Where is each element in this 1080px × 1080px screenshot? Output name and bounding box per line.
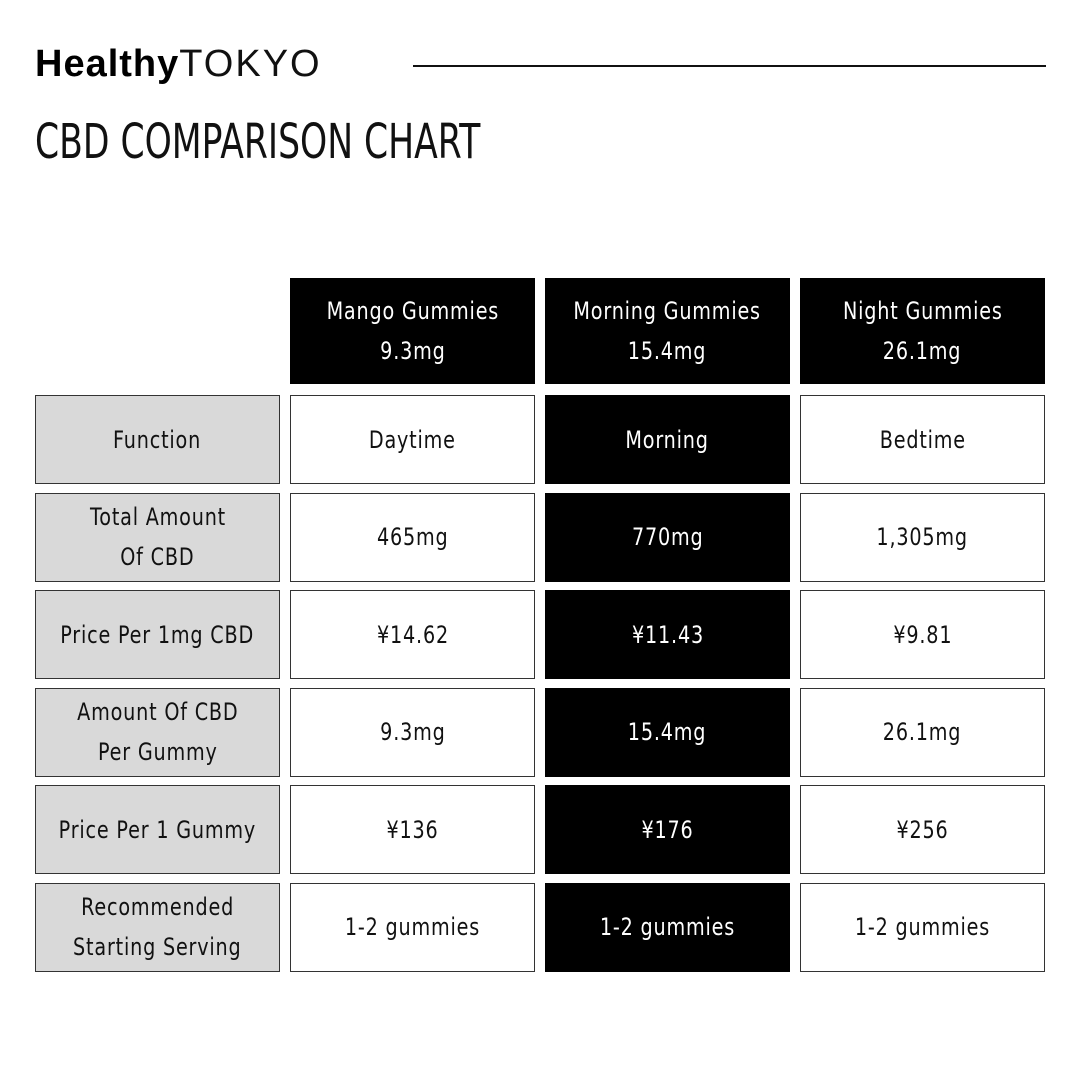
cell-text: 15.4mg — [628, 718, 707, 746]
column-dose: 26.1mg — [883, 337, 962, 365]
table-cell: ¥176 — [545, 785, 790, 874]
table-cell: ¥11.43 — [545, 590, 790, 679]
row-label-line: Function — [113, 425, 202, 454]
cell-text: 465mg — [376, 523, 449, 551]
cell-text: Morning — [625, 425, 710, 454]
table-cell: Morning — [545, 395, 790, 484]
cell-text: ¥9.81 — [893, 620, 952, 649]
brand-light: TOKYO — [179, 43, 322, 85]
table-cell: ¥14.62 — [290, 590, 535, 679]
cell-text: Daytime — [369, 425, 456, 454]
table-cell: ¥9.81 — [800, 590, 1045, 679]
row-label: Function — [35, 395, 280, 484]
column-header: Morning Gummies 15.4mg — [545, 278, 790, 384]
row-label-line: Per Gummy — [97, 738, 218, 766]
cell-text: 1,305mg — [876, 523, 969, 551]
column-name: Night Gummies — [842, 297, 1003, 325]
row-label-line: Of CBD — [120, 543, 195, 571]
table-cell: 1-2 gummies — [800, 882, 1045, 972]
header-rule — [413, 65, 1046, 67]
column-name: Morning Gummies — [573, 297, 762, 325]
brand-bold: Healthy — [35, 43, 180, 85]
column-header: Mango Gummies 9.3mg — [290, 278, 535, 384]
cell-text: 770mg — [631, 523, 704, 551]
column-header: Night Gummies 26.1mg — [800, 278, 1045, 384]
table-cell: ¥256 — [800, 785, 1045, 874]
table-cell: 15.4mg — [545, 687, 790, 777]
row-label: Amount Of CBD Per Gummy — [35, 687, 280, 777]
cell-text: 26.1mg — [883, 718, 962, 746]
cell-text: 1-2 gummies — [599, 913, 736, 941]
table-cell: 1-2 gummies — [545, 882, 790, 972]
table-cell: Daytime — [290, 395, 535, 484]
cell-text: 1-2 gummies — [344, 913, 481, 941]
row-label: Price Per 1 Gummy — [35, 785, 280, 874]
row-label: Recommended Starting Serving — [35, 882, 280, 972]
row-label-line: Price Per 1 Gummy — [58, 815, 257, 844]
cell-text: ¥11.43 — [631, 620, 704, 649]
table-cell: 26.1mg — [800, 687, 1045, 777]
table-cell: 1-2 gummies — [290, 882, 535, 972]
row-label-line: Starting Serving — [73, 933, 242, 961]
table-cell: 770mg — [545, 492, 790, 582]
column-name: Mango Gummies — [326, 297, 499, 325]
cell-text: ¥136 — [386, 815, 439, 844]
cell-text: 1-2 gummies — [854, 913, 991, 941]
table-cell: Bedtime — [800, 395, 1045, 484]
row-label-line: Price Per 1mg CBD — [60, 620, 255, 649]
row-label-line: Recommended — [81, 893, 234, 921]
row-label: Total Amount Of CBD — [35, 492, 280, 582]
table-cell: 1,305mg — [800, 492, 1045, 582]
cell-text: Bedtime — [879, 425, 966, 454]
column-dose: 15.4mg — [628, 337, 707, 365]
cell-text: ¥14.62 — [376, 620, 449, 649]
row-label-line: Total Amount — [89, 503, 226, 531]
brand: HealthyTOKYO — [35, 40, 322, 88]
cell-text: ¥176 — [641, 815, 694, 844]
table-cell: 465mg — [290, 492, 535, 582]
column-dose: 9.3mg — [379, 337, 446, 365]
page-title: CBD COMPARISON CHART — [35, 114, 481, 170]
table-cell: 9.3mg — [290, 687, 535, 777]
cell-text: ¥256 — [896, 815, 949, 844]
row-label-line: Amount Of CBD — [76, 698, 239, 726]
table-cell: ¥136 — [290, 785, 535, 874]
cell-text: 9.3mg — [379, 718, 446, 746]
row-label: Price Per 1mg CBD — [35, 590, 280, 679]
